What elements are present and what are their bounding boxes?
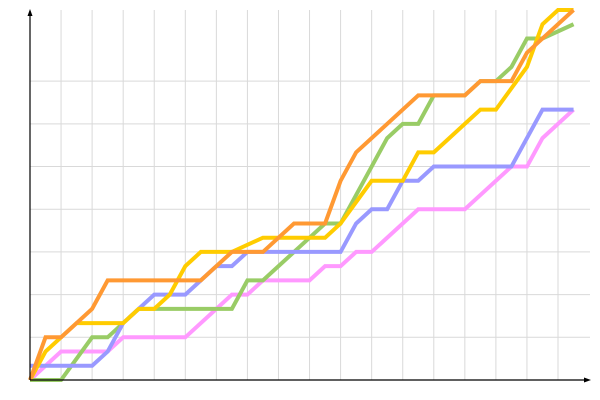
axes — [27, 9, 591, 383]
series-line-1 — [28, 108, 575, 382]
series-line-5 — [28, 8, 575, 381]
series-line-2 — [30, 22, 575, 382]
x-axis-arrow-icon — [584, 377, 591, 383]
y-axis-arrow-icon — [27, 9, 33, 16]
series-lines — [28, 8, 575, 382]
series-line-4 — [28, 8, 574, 381]
